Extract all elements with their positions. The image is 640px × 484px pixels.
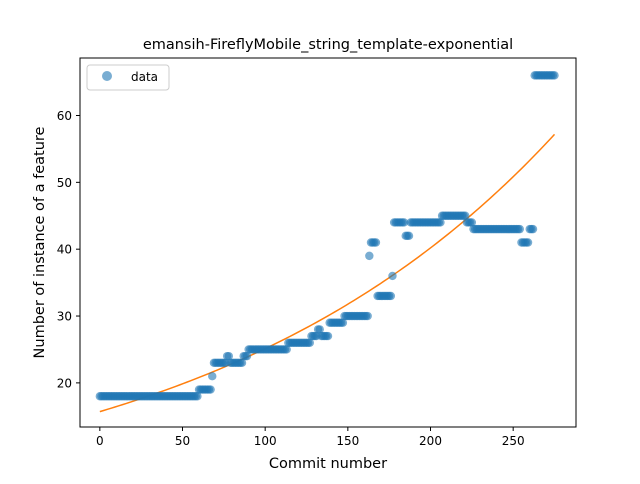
data-point bbox=[528, 224, 538, 234]
fit-line bbox=[99, 133, 556, 413]
data-point bbox=[365, 251, 374, 261]
legend: data bbox=[86, 64, 170, 91]
y-axis: 20 30 40 50 60 bbox=[57, 109, 80, 390]
y-tick-label: 30 bbox=[57, 310, 72, 324]
y-axis-label: Number of instance of a feature bbox=[32, 126, 48, 358]
y-tick-label: 40 bbox=[57, 243, 72, 257]
x-tick-label: 250 bbox=[502, 434, 525, 448]
axes-frame bbox=[79, 57, 577, 428]
data-point bbox=[467, 218, 477, 227]
legend-label-data: data bbox=[131, 70, 158, 84]
data-point bbox=[206, 385, 215, 394]
x-tick-label: 200 bbox=[419, 434, 442, 448]
x-axis-label: Commit number bbox=[269, 456, 387, 472]
data-point bbox=[461, 211, 470, 220]
data-point bbox=[386, 291, 396, 301]
data-point bbox=[208, 372, 217, 381]
x-tick-label: 50 bbox=[175, 434, 190, 448]
data-point bbox=[363, 311, 372, 321]
data-point bbox=[436, 218, 445, 227]
data-point bbox=[550, 71, 559, 80]
legend-marker-data bbox=[102, 71, 112, 81]
data-point bbox=[315, 325, 324, 334]
data-point bbox=[388, 271, 397, 281]
data-point bbox=[399, 218, 409, 227]
data-point bbox=[224, 351, 233, 361]
fit-layer bbox=[99, 133, 556, 413]
data-point bbox=[404, 231, 414, 241]
points-layer bbox=[95, 71, 559, 401]
data-point bbox=[338, 318, 348, 327]
data-point bbox=[323, 331, 333, 341]
x-tick-label: 100 bbox=[254, 434, 277, 448]
y-tick-label: 20 bbox=[57, 376, 72, 390]
x-tick-label: 150 bbox=[336, 434, 359, 448]
data-point bbox=[193, 392, 202, 401]
data-point bbox=[242, 351, 252, 361]
data-point bbox=[282, 345, 291, 354]
chart-title: emansih-FireflyMobile_string_template-ex… bbox=[143, 37, 513, 53]
y-tick-label: 60 bbox=[57, 109, 72, 123]
x-tick-label: 0 bbox=[96, 434, 104, 448]
data-point bbox=[515, 224, 524, 234]
data-point bbox=[523, 238, 533, 247]
x-axis: 0 50 100 150 200 250 bbox=[96, 427, 525, 448]
data-point bbox=[237, 358, 247, 368]
data-point bbox=[371, 238, 381, 247]
data-point bbox=[305, 338, 315, 347]
y-tick-label: 50 bbox=[57, 176, 72, 190]
